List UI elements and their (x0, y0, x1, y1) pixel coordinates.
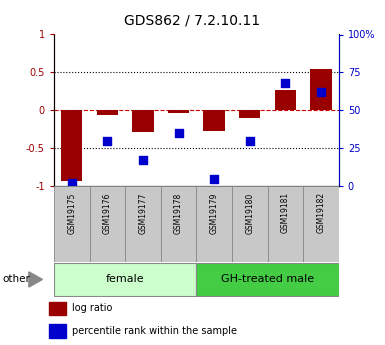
Text: log ratio: log ratio (72, 303, 113, 313)
Text: other: other (2, 275, 30, 284)
Bar (97, 110, 118, 115)
Bar (232, 186, 268, 262)
Bar (161, 186, 196, 262)
Bar (196, 186, 232, 262)
Text: female: female (106, 275, 144, 284)
Point (104, 138, 110, 144)
Bar (310, 69, 332, 110)
Bar (132, 110, 154, 132)
Text: GSM19180: GSM19180 (245, 193, 254, 234)
Text: GH-treated male: GH-treated male (221, 275, 314, 284)
Point (318, 89, 324, 95)
Bar (54, 186, 90, 262)
Bar (196, 263, 339, 296)
Text: GSM19175: GSM19175 (67, 193, 76, 234)
Bar (125, 186, 161, 262)
Point (140, 158, 146, 163)
Bar (90, 186, 125, 262)
Text: GSM19176: GSM19176 (103, 193, 112, 234)
Text: percentile rank within the sample: percentile rank within the sample (72, 326, 238, 336)
Bar (268, 186, 303, 262)
Text: GDS862 / 7.2.10.11: GDS862 / 7.2.10.11 (124, 14, 261, 28)
Polygon shape (29, 272, 42, 287)
Point (176, 130, 182, 136)
Text: GSM19178: GSM19178 (174, 193, 183, 234)
Text: GSM19181: GSM19181 (281, 193, 290, 234)
Point (69, 180, 75, 186)
Point (247, 138, 253, 144)
Text: GSM19177: GSM19177 (139, 193, 147, 234)
Bar (54, 263, 196, 296)
Point (211, 176, 217, 181)
Bar (275, 90, 296, 110)
Bar (49, 302, 66, 315)
Text: GSM19179: GSM19179 (210, 193, 219, 234)
Bar (303, 186, 339, 262)
Point (282, 80, 288, 86)
Bar (203, 110, 225, 131)
Bar (168, 110, 189, 114)
Text: GSM19182: GSM19182 (316, 193, 325, 234)
Bar (61, 110, 82, 181)
Bar (239, 110, 260, 118)
Bar (49, 324, 66, 338)
